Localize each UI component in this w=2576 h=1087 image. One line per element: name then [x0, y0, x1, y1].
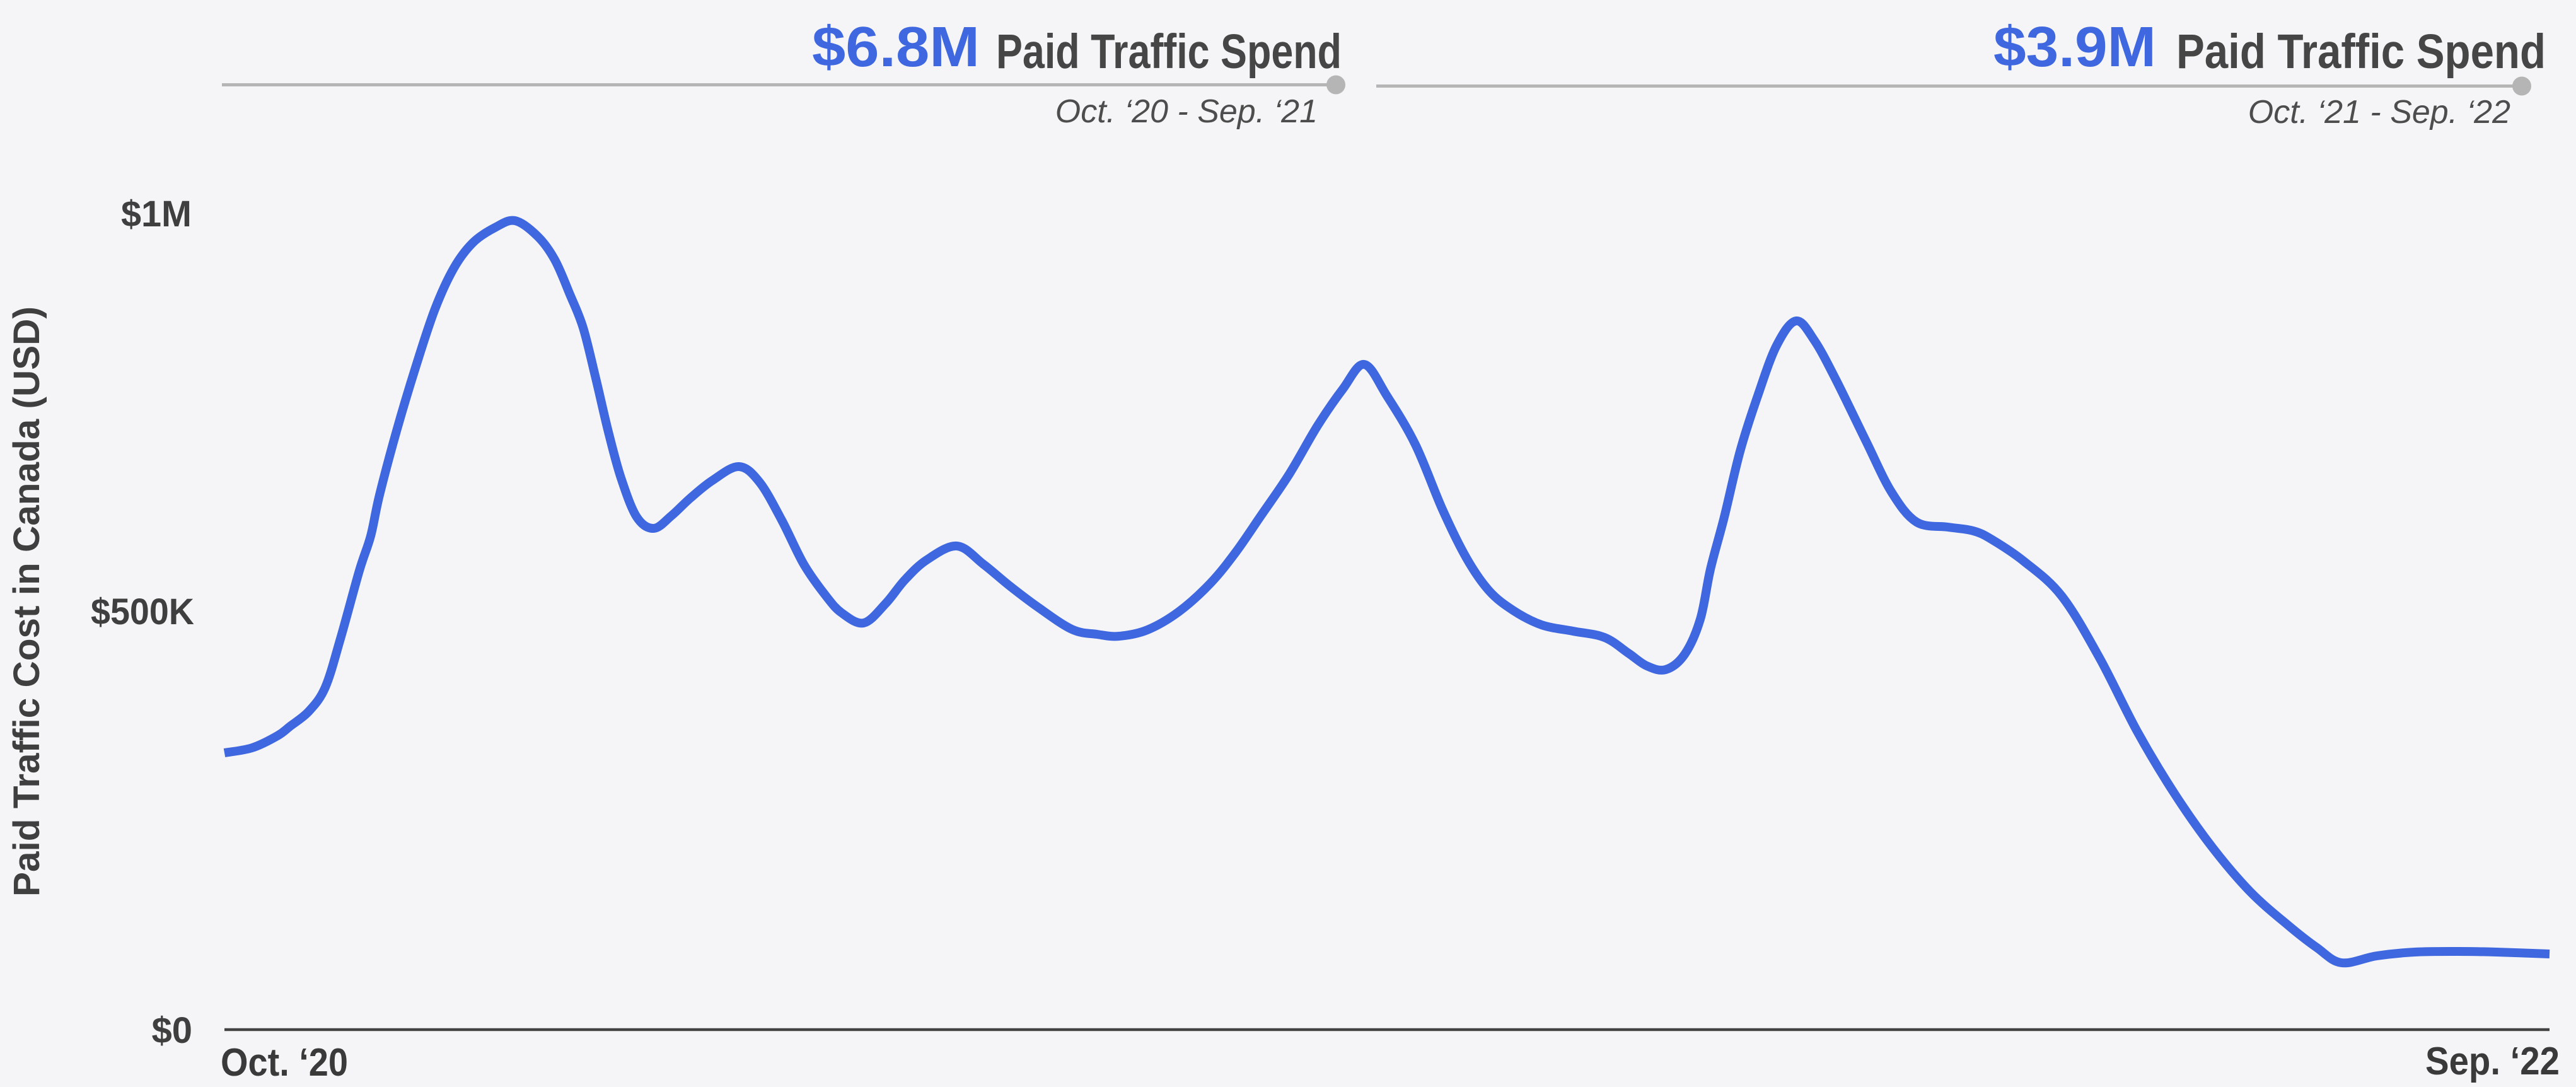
svg-text:Oct. ‘20: Oct. ‘20 — [221, 1041, 348, 1084]
svg-text:Oct. ‘20 - Sep. ‘21: Oct. ‘20 - Sep. ‘21 — [1055, 93, 1318, 130]
svg-text:$0: $0 — [151, 1010, 192, 1051]
svg-text:$500K: $500K — [91, 591, 194, 632]
svg-text:$3.9M: $3.9M — [1993, 16, 2156, 79]
svg-text:Paid Traffic Cost in Canada (U: Paid Traffic Cost in Canada (USD) — [6, 306, 47, 897]
svg-text:Paid Traffic Spend: Paid Traffic Spend — [996, 25, 1342, 79]
svg-text:$6.8M: $6.8M — [812, 16, 980, 79]
svg-text:Sep. ‘22: Sep. ‘22 — [2425, 1040, 2560, 1083]
svg-text:Oct. ‘21 - Sep. ‘22: Oct. ‘21 - Sep. ‘22 — [2248, 94, 2510, 131]
svg-text:$1M: $1M — [121, 194, 192, 235]
svg-text:Paid Traffic Spend: Paid Traffic Spend — [2176, 25, 2546, 79]
